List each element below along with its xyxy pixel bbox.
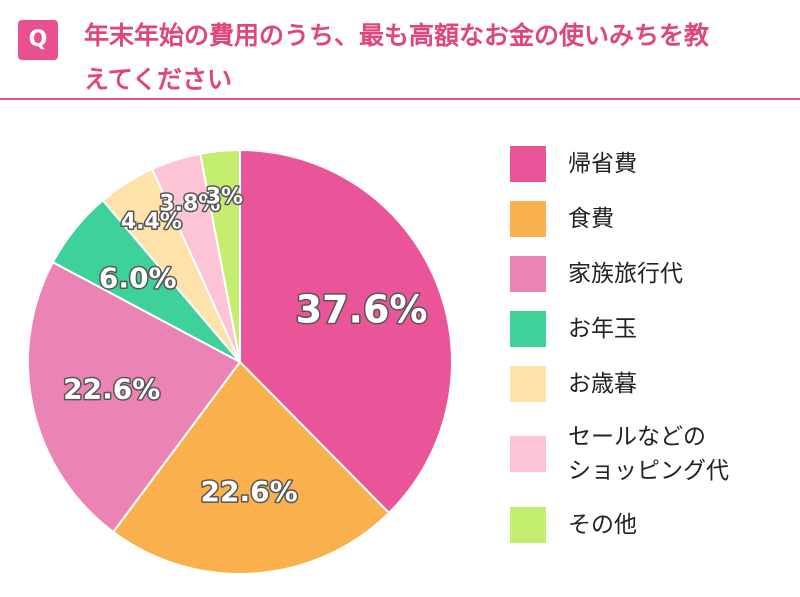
legend-item: お歳暮 bbox=[510, 365, 790, 402]
legend-label: セールなどの ショッピング代 bbox=[568, 424, 729, 484]
legend-swatch bbox=[510, 436, 546, 472]
legend-label: その他 bbox=[568, 511, 637, 538]
legend-item: 帰省費 bbox=[510, 145, 790, 182]
legend-label: 食費 bbox=[568, 205, 614, 232]
pie-slice bbox=[27, 260, 242, 534]
legend-item: お年玉 bbox=[510, 310, 790, 347]
legend-swatch bbox=[510, 145, 546, 182]
data-label: 6.0% bbox=[99, 261, 177, 294]
legend-swatch bbox=[510, 255, 546, 292]
data-label: 22.6% bbox=[63, 373, 160, 406]
legend-item: セールなどの ショッピング代 bbox=[510, 420, 790, 488]
pie-slice bbox=[239, 148, 453, 515]
data-label: 4.4% bbox=[121, 209, 182, 234]
data-label: 3% bbox=[206, 184, 243, 209]
data-label: 37.6% bbox=[296, 288, 428, 332]
question-badge: Q bbox=[18, 20, 58, 60]
legend: 帰省費食費家族旅行代お年玉お歳暮セールなどの ショッピング代その他 bbox=[510, 145, 790, 561]
data-label: 3.8% bbox=[159, 191, 220, 216]
legend-swatch bbox=[510, 365, 546, 402]
chart-title: 年末年始の費用のうち、最も高額なお金の使いみちを教えてください bbox=[84, 21, 710, 94]
legend-label: お歳暮 bbox=[568, 370, 637, 397]
legend-label: お年玉 bbox=[568, 315, 637, 342]
pie-slice bbox=[111, 360, 391, 575]
legend-item: その他 bbox=[510, 506, 790, 543]
header: Q 年末年始の費用のうち、最も高額なお金の使いみちを教えてください bbox=[0, 0, 800, 100]
legend-swatch bbox=[510, 200, 546, 237]
legend-swatch bbox=[510, 506, 546, 543]
legend-item: 家族旅行代 bbox=[510, 255, 790, 292]
data-label: 22.6% bbox=[201, 475, 298, 508]
pie-slice bbox=[199, 148, 241, 363]
legend-label: 帰省費 bbox=[568, 150, 637, 177]
legend-swatch bbox=[510, 310, 546, 347]
legend-item: 食費 bbox=[510, 200, 790, 237]
legend-label: 家族旅行代 bbox=[568, 260, 683, 287]
